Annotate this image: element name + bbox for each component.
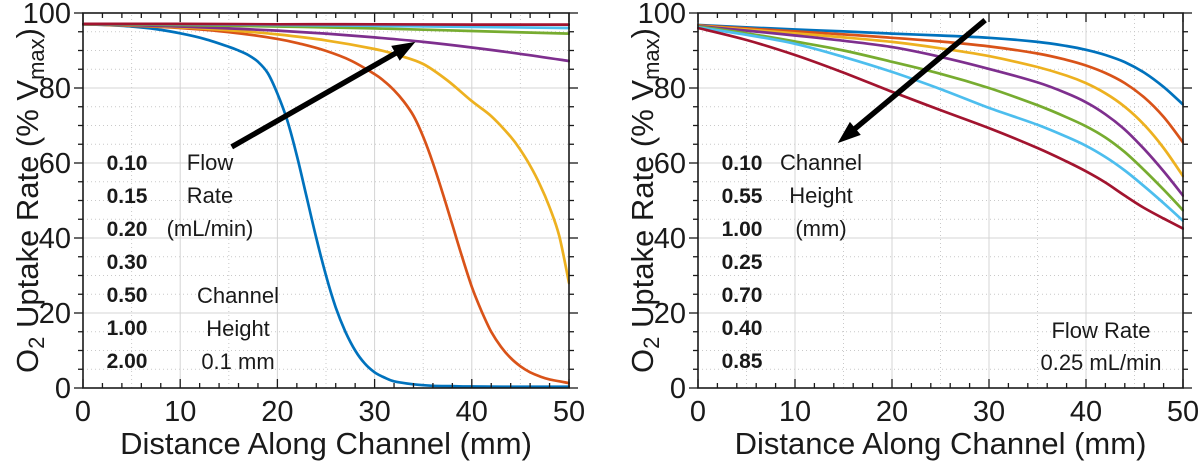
x-tick-label: 10 bbox=[779, 396, 811, 428]
legend-entry-1.00: 1.00 bbox=[107, 317, 148, 340]
y-tick-label: 0 bbox=[670, 373, 686, 405]
legend-entry-0.10: 0.10 bbox=[107, 152, 148, 175]
trend-arrow-shaft bbox=[230, 48, 401, 150]
y-axis-label: O2 Uptake Rate (% Vmax) bbox=[10, 28, 49, 373]
legend-title-line: (mm) bbox=[795, 216, 846, 241]
annotation-line: Height bbox=[206, 316, 270, 341]
y-tick-label: 40 bbox=[39, 223, 71, 255]
y-tick-label: 80 bbox=[654, 73, 686, 105]
trend-arrow-head bbox=[837, 121, 861, 144]
minor-grid bbox=[698, 13, 1183, 388]
legend-entry-0.70: 0.70 bbox=[722, 284, 763, 307]
series-group bbox=[82, 22, 570, 389]
y-tick-label: 100 bbox=[638, 0, 686, 30]
y-tick-label: 40 bbox=[654, 223, 686, 255]
trend-arrow bbox=[837, 18, 987, 144]
series-curve-0.40 bbox=[697, 24, 1184, 178]
trend-arrow bbox=[230, 41, 416, 150]
series-group bbox=[697, 23, 1184, 230]
major-grid bbox=[698, 13, 1183, 388]
y-tick-label: 60 bbox=[654, 148, 686, 180]
y-axis-label: O2 Uptake Rate (% Vmax) bbox=[625, 28, 664, 373]
x-tick-label: 40 bbox=[1070, 396, 1102, 428]
ticks bbox=[74, 12, 578, 389]
annotation-line: 0.1 mm bbox=[201, 349, 274, 374]
x-tick-label: 40 bbox=[456, 396, 488, 428]
series-curve-0.20 bbox=[82, 22, 570, 285]
series-curve-0.55 bbox=[697, 24, 1184, 197]
series-curve-0.25 bbox=[697, 24, 1184, 144]
annotation-line: Flow Rate bbox=[1051, 318, 1150, 343]
minor-grid bbox=[83, 13, 569, 388]
series-curve-0.10 bbox=[697, 23, 1184, 106]
legend-entry-0.55: 0.55 bbox=[722, 185, 763, 208]
legend-entry-0.50: 0.50 bbox=[107, 284, 148, 307]
major-grid bbox=[83, 13, 569, 388]
y-tick-label: 0 bbox=[55, 373, 71, 405]
x-tick-label: 50 bbox=[1167, 396, 1199, 428]
x-axis-label: Distance Along Channel (mm) bbox=[120, 426, 532, 461]
series-curve-2.00 bbox=[82, 22, 570, 26]
legend-title-line: Height bbox=[789, 183, 853, 208]
legend-entry-0.10: 0.10 bbox=[722, 152, 763, 175]
x-tick-label: 30 bbox=[973, 396, 1005, 428]
y-tick-label: 20 bbox=[39, 298, 71, 330]
legend-entry-0.15: 0.15 bbox=[107, 185, 148, 208]
x-tick-label: 30 bbox=[358, 396, 390, 428]
series-curve-0.10 bbox=[82, 22, 570, 389]
y-tick-label: 100 bbox=[23, 0, 71, 30]
series-curve-0.15 bbox=[82, 22, 570, 385]
x-axis-label: Distance Along Channel (mm) bbox=[735, 426, 1147, 461]
x-tick-label: 50 bbox=[553, 396, 585, 428]
x-tick-label: 10 bbox=[164, 396, 196, 428]
trend-arrow-head bbox=[391, 41, 416, 61]
series-curve-0.85 bbox=[697, 25, 1184, 223]
y-tick-label: 60 bbox=[39, 148, 71, 180]
legend-entry-0.40: 0.40 bbox=[722, 317, 763, 340]
left-chart: 0 10 20 30 40 50 0 20 40 60 80 100 Distance Along Ch… bbox=[10, 0, 585, 461]
annotation-line: 0.25 mL/min bbox=[1040, 350, 1161, 375]
right-chart: 0 10 20 30 40 50 0 20 40 60 80 100 Distance Along Ch… bbox=[625, 0, 1199, 461]
legend-entry-0.85: 0.85 bbox=[722, 350, 763, 373]
y-tick-label: 80 bbox=[39, 73, 71, 105]
trend-arrow-shaft bbox=[850, 18, 987, 134]
legend-entry-0.20: 0.20 bbox=[107, 218, 148, 241]
legend-title-line: (mL/min) bbox=[167, 216, 254, 241]
series-curve-0.70 bbox=[697, 25, 1184, 212]
x-tick-label: 20 bbox=[876, 396, 908, 428]
legend-title-line: Flow bbox=[187, 150, 234, 175]
y-tick-label: 20 bbox=[654, 298, 686, 330]
ticks bbox=[689, 12, 1192, 389]
legend-title-line: Channel bbox=[780, 150, 862, 175]
legend-entry-2.00: 2.00 bbox=[107, 350, 148, 373]
legend-title-line: Rate bbox=[187, 183, 233, 208]
series-curve-1.00 bbox=[697, 26, 1184, 230]
legend-entry-0.25: 0.25 bbox=[722, 251, 763, 274]
x-tick-label: 20 bbox=[261, 396, 293, 428]
legend-entry-1.00: 1.00 bbox=[722, 218, 763, 241]
x-tick-label: 0 bbox=[75, 396, 91, 428]
x-tick-label: 0 bbox=[690, 396, 706, 428]
annotation-line: Channel bbox=[197, 283, 279, 308]
legend-entry-0.30: 0.30 bbox=[107, 251, 148, 274]
